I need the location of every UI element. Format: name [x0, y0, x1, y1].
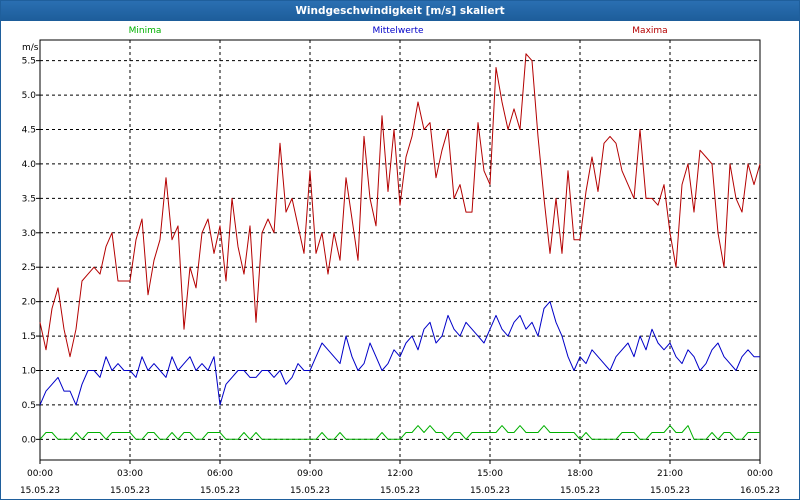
x-tick-time-label: 03:00: [117, 469, 143, 479]
x-tick-date-label: 15.05.23: [110, 486, 150, 496]
x-tick-date-label: 15.05.23: [380, 486, 420, 496]
legend-entry-minima: Minima: [129, 26, 162, 36]
window-title: Windgeschwindigkeit [m/s] skaliert: [1, 1, 799, 21]
x-tick-date-label: 15.05.23: [560, 486, 600, 496]
x-tick-time-label: 00:00: [747, 469, 773, 479]
x-tick-date-label: 15.05.23: [470, 486, 510, 496]
x-tick-time-label: 12:00: [387, 469, 413, 479]
y-tick-label: 0.5: [22, 401, 36, 411]
y-tick-label: 5.5: [22, 57, 36, 67]
x-tick-time-label: 00:00: [27, 469, 53, 479]
grid-lines: [40, 40, 760, 460]
y-tick-label: 1.5: [22, 332, 36, 342]
y-tick-label: 0.0: [22, 435, 37, 445]
y-tick-label: 3.0: [22, 229, 37, 239]
y-tick-label: 1.0: [22, 366, 37, 376]
x-tick-time-label: 18:00: [567, 469, 593, 479]
x-tick-date-label: 15.05.23: [650, 486, 690, 496]
x-tick-date-label: 15.05.23: [200, 486, 240, 496]
y-tick-label: 5.0: [22, 91, 37, 101]
y-axis-unit-label: m/s: [22, 43, 39, 53]
legend-entry-mittelwerte: Mittelwerte: [372, 26, 423, 36]
x-axis: 00:00 15.05.23 03:00 15.05.23 06:00 15.05.23 0…: [20, 460, 780, 496]
series-lines: [39, 53, 761, 440]
x-tick-time-label: 21:00: [657, 469, 683, 479]
x-tick-time-label: 09:00: [297, 469, 323, 479]
legend: Minima Mittelwerte Maxima: [129, 26, 668, 36]
y-axis: 0.0 0.5 1.0 1.5 2.0 2.5 3.0 3.5 4.0 4.5 5.0 5.5: [22, 57, 40, 445]
x-tick-date-label: 15.05.23: [290, 486, 330, 496]
x-tick-time-label: 15:00: [477, 469, 503, 479]
series-line-minima: [39, 425, 760, 440]
y-tick-label: 2.5: [22, 263, 36, 273]
y-tick-label: 4.5: [22, 126, 36, 136]
x-tick-time-label: 06:00: [207, 469, 233, 479]
series-line-maxima: [39, 53, 761, 358]
y-tick-label: 4.0: [22, 160, 37, 170]
series-line-mittelwerte: [39, 301, 760, 406]
x-tick-date-label: 16.05.23: [740, 486, 780, 496]
y-tick-label: 2.0: [22, 298, 37, 308]
y-tick-label: 3.5: [22, 194, 36, 204]
legend-entry-maxima: Maxima: [632, 26, 667, 36]
x-tick-date-label: 15.05.23: [20, 486, 60, 496]
